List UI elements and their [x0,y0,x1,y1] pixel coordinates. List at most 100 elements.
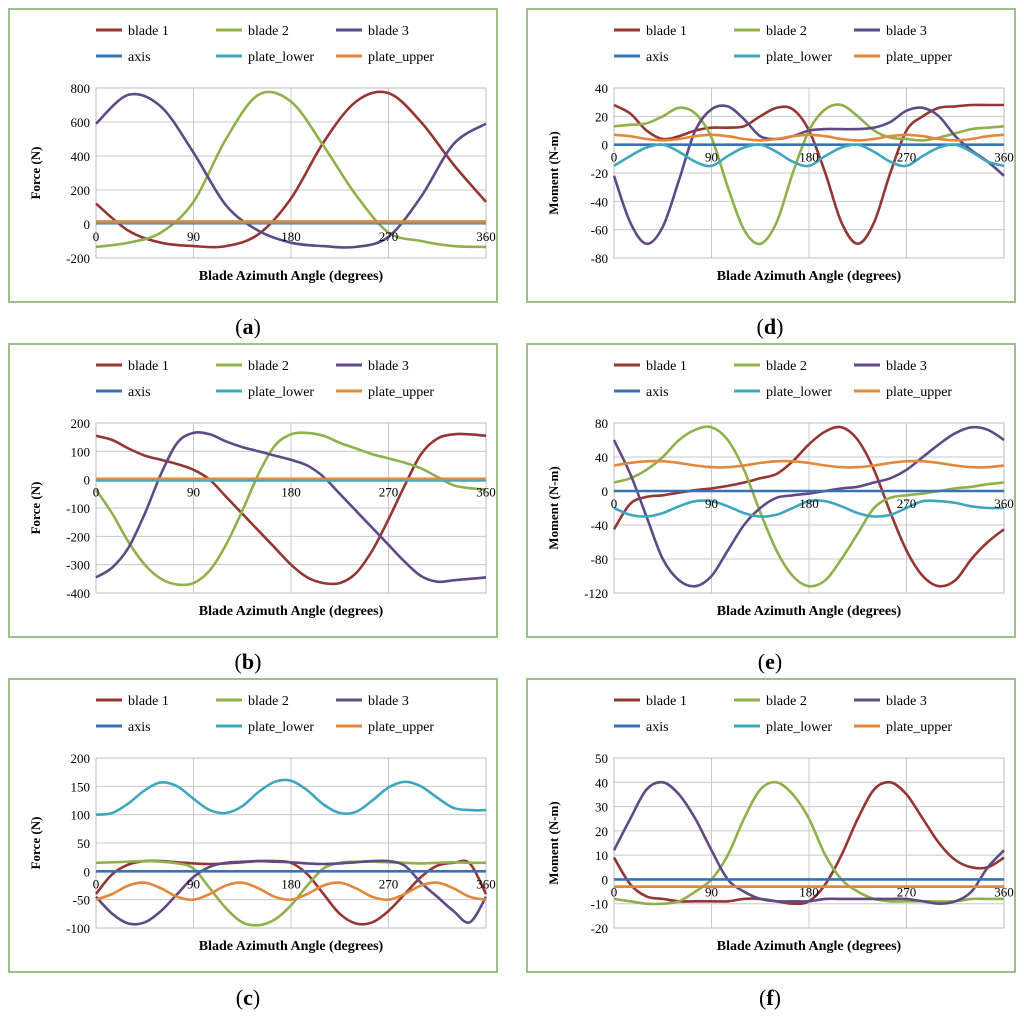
legend-label-axis: axis [646,385,669,400]
chart-panel-d: blade 1 blade 2 blade 3 axis plate_lower plat… [526,8,1016,303]
y-tick-labels: -80 -60 -40 -20 0 20 40 [591,81,608,266]
y-tick-label: -40 [591,194,608,209]
legend-item-plate-lower: plate_lower [216,385,314,400]
legend: blade 1 blade 2 blade 3 axis plate_lower plat… [96,24,434,65]
y-tick-labels: -120 -80 -40 0 40 80 [584,416,608,601]
y-tick-label: 200 [71,751,91,766]
plot-area [95,757,487,929]
legend-label-blade-2: blade 2 [766,24,807,39]
chart-panel-b: blade 1 blade 2 blade 3 axis plate_lower plat… [8,343,498,638]
caption-d: (d) [756,314,784,339]
x-tick-label: 360 [994,496,1014,511]
series-line-blade-3 [95,859,488,926]
y-tick-label: 20 [595,824,608,839]
chart-d: blade 1 blade 2 blade 3 axis plate_lower plat… [546,24,1014,284]
legend-item-blade-2: blade 2 [216,359,289,374]
legend: blade 1 blade 2 blade 3 axis plate_lower plat… [614,24,952,65]
legend: blade 1 blade 2 blade 3 axis plate_lower plat… [614,359,952,400]
legend-item-plate-lower: plate_lower [216,720,314,735]
x-tick-label: 0 [611,496,618,511]
chart-f: blade 1 blade 2 blade 3 axis plate_lower plat… [546,694,1014,954]
legend-item-blade-1: blade 1 [96,694,169,709]
legend-item-axis: axis [614,385,669,400]
series-line-blade-2 [95,90,487,249]
x-tick-label: 0 [93,485,100,500]
x-tick-label: 360 [994,150,1014,165]
y-tick-label: -300 [66,558,90,573]
y-tick-labels: -200 0 200 400 600 800 [66,81,90,266]
series-line-plate-upper [95,881,487,902]
legend-label-plate-lower: plate_lower [248,50,314,65]
x-tick-label: 180 [799,150,819,165]
legend-label-blade-1: blade 1 [128,359,169,374]
x-tick-labels: 0 90 180 270 360 [93,876,496,891]
y-tick-labels: -400 -300 -200 -100 0 100 200 [66,416,90,601]
chart-a: blade 1 blade 2 blade 3 axis plate_lower plat… [28,24,496,284]
legend-item-blade-1: blade 1 [96,24,169,39]
chart-panel-a: blade 1 blade 2 blade 3 axis plate_lower plat… [8,8,498,303]
legend: blade 1 blade 2 blade 3 axis plate_lower plat… [614,694,952,735]
legend-label-blade-3: blade 3 [886,24,927,39]
legend-item-axis: axis [96,385,151,400]
legend-label-blade-2: blade 2 [248,24,289,39]
x-tick-label: 270 [379,485,399,500]
y-tick-label: -200 [66,529,90,544]
legend-label-axis: axis [646,720,669,735]
x-tick-labels: 0 90 180 270 360 [93,485,496,500]
y-tick-label: -50 [73,893,90,908]
legend-item-axis: axis [96,50,151,65]
legend-item-plate-lower: plate_lower [734,385,832,400]
caption-b: (b) [234,649,262,674]
x-tick-label: 360 [994,884,1014,899]
x-tick-label: 270 [897,150,917,165]
x-axis-label: Blade Azimuth Angle (degrees) [717,269,902,284]
chart-panel-e: blade 1 blade 2 blade 3 axis plate_lower plat… [526,343,1016,638]
y-tick-label: -200 [66,251,90,266]
y-tick-label: 30 [595,800,608,815]
y-tick-label: 20 [595,109,608,124]
legend-item-blade-1: blade 1 [614,24,687,39]
y-tick-label: 400 [71,149,91,164]
x-tick-label: 360 [476,876,496,891]
legend-label-plate-upper: plate_upper [886,50,952,65]
x-tick-label: 90 [705,150,718,165]
x-tick-label: 270 [897,496,917,511]
legend: blade 1 blade 2 blade 3 axis plate_lower plat… [96,694,434,735]
y-tick-label: 0 [602,872,609,887]
y-tick-label: -20 [591,921,608,936]
y-tick-label: 40 [595,81,608,96]
y-axis-label: Moment (N-m) [546,801,561,884]
y-tick-label: 0 [84,473,91,488]
legend-label-blade-3: blade 3 [368,359,409,374]
x-axis-label: Blade Azimuth Angle (degrees) [717,604,902,619]
y-tick-label: 0 [602,484,609,499]
legend-item-axis: axis [614,50,669,65]
caption-c: (c) [235,985,261,1010]
y-tick-label: 600 [71,115,91,130]
y-tick-label: 0 [602,138,609,153]
legend-label-blade-1: blade 1 [128,694,169,709]
legend-label-plate-upper: plate_upper [886,720,952,735]
legend-item-plate-upper: plate_upper [336,385,434,400]
series-line-blade-3 [612,104,1005,246]
legend-label-blade-1: blade 1 [646,694,687,709]
series-line-plate-lower [95,778,487,816]
legend-item-plate-upper: plate_upper [854,720,952,735]
x-tick-label: 90 [187,876,200,891]
legend-item-plate-upper: plate_upper [854,385,952,400]
legend-label-blade-1: blade 1 [646,359,687,374]
y-tick-label: 100 [71,808,91,823]
y-tick-label: 50 [77,836,90,851]
series-line-blade-3 [612,780,1005,905]
y-tick-label: 200 [71,416,91,431]
x-tick-label: 180 [281,876,301,891]
y-tick-label: 0 [84,864,91,879]
x-axis-label: Blade Azimuth Angle (degrees) [199,939,384,954]
series-lines [612,780,1005,906]
y-tick-labels: -100 -50 0 50 100 150 200 [66,751,90,936]
x-tick-label: 0 [93,876,100,891]
legend-label-blade-3: blade 3 [886,694,927,709]
legend-label-plate-upper: plate_upper [368,720,434,735]
legend-item-blade-3: blade 3 [336,359,409,374]
series-lines [94,778,488,927]
